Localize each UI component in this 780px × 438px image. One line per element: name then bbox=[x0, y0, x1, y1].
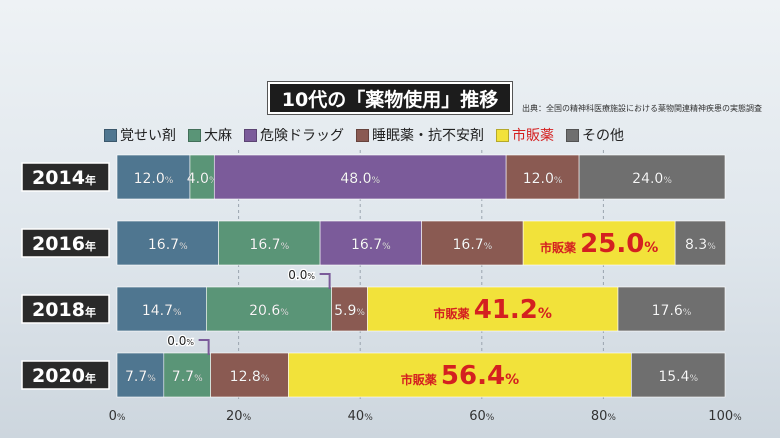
year-label-box bbox=[21, 228, 110, 258]
data-label: 16.7% bbox=[351, 237, 391, 253]
year-label: 2018年 bbox=[32, 299, 96, 321]
zero-callout-line bbox=[198, 339, 210, 355]
bar-segment bbox=[421, 220, 524, 266]
bar-segment bbox=[674, 220, 726, 266]
bar-segment bbox=[522, 220, 676, 266]
data-label: 24.0% bbox=[632, 171, 672, 187]
bar-segment bbox=[288, 352, 632, 398]
bar-segment bbox=[218, 220, 321, 266]
bar-segment bbox=[116, 352, 165, 398]
bar-segment bbox=[116, 286, 207, 332]
data-label: 7.7% bbox=[125, 369, 156, 385]
legend-swatch bbox=[188, 128, 201, 142]
data-label: 16.7% bbox=[453, 237, 493, 253]
x-tick-label: 80% bbox=[591, 409, 617, 424]
zero-callout-label: 0.0% bbox=[288, 268, 315, 282]
data-label: 7.7% bbox=[172, 369, 203, 385]
legend-swatch bbox=[566, 128, 579, 142]
year-label-box bbox=[21, 162, 110, 192]
data-label: 12.8% bbox=[230, 369, 270, 385]
bar-segment bbox=[116, 220, 219, 266]
legend-label: 睡眠薬・抗不安剤 bbox=[372, 128, 484, 144]
legend-item: 睡眠薬・抗不安剤 bbox=[356, 125, 484, 145]
data-label: 16.7% bbox=[148, 237, 188, 253]
data-label: 4.0% bbox=[187, 171, 218, 187]
bar-segment bbox=[367, 286, 619, 332]
x-tick-label: 60% bbox=[469, 409, 495, 424]
x-tick-label: 40% bbox=[348, 409, 374, 424]
data-label: 12.0% bbox=[523, 171, 563, 187]
legend-swatch bbox=[104, 128, 117, 142]
legend-label: 覚せい剤 bbox=[120, 128, 176, 144]
bar-segment bbox=[210, 352, 289, 398]
source-note: 出典：全国の精神科医療施設における薬物関連精神疾患の実態調査 bbox=[522, 104, 762, 113]
legend-label: その他 bbox=[582, 128, 624, 144]
x-tick-label: 0% bbox=[109, 409, 126, 424]
data-label: 5.9% bbox=[334, 303, 365, 319]
legend-item: 危険ドラッグ bbox=[244, 125, 344, 145]
legend-item: その他 bbox=[566, 125, 624, 145]
chart-title: 10代の「薬物使用」推移 bbox=[268, 82, 512, 114]
legend: 覚せい剤 大麻 危険ドラッグ 睡眠薬・抗不安剤 市販薬 その他 bbox=[104, 125, 636, 145]
zero-callout-line bbox=[319, 273, 331, 289]
bar-segment bbox=[578, 154, 726, 200]
data-label: 市販薬 25.0% bbox=[540, 229, 658, 259]
legend-label: 危険ドラッグ bbox=[260, 128, 344, 144]
year-label: 2014年 bbox=[32, 167, 96, 189]
bar-segment bbox=[331, 286, 368, 332]
data-label: 16.7% bbox=[249, 237, 289, 253]
legend-item: 大麻 bbox=[188, 125, 232, 145]
data-label: 48.0% bbox=[340, 171, 380, 187]
year-label: 2020年 bbox=[32, 365, 96, 387]
bar-segment bbox=[163, 352, 211, 398]
bar-segment bbox=[213, 154, 507, 200]
data-label: 市販薬 56.4% bbox=[401, 361, 519, 391]
bar-segment bbox=[631, 352, 726, 398]
legend-swatch bbox=[244, 128, 257, 142]
bar-segment bbox=[617, 286, 726, 332]
bar-segment bbox=[505, 154, 580, 200]
legend-swatch bbox=[496, 128, 509, 142]
data-label: 15.4% bbox=[658, 369, 698, 385]
legend-label: 市販薬 bbox=[512, 128, 554, 144]
data-label: 17.6% bbox=[652, 303, 692, 319]
year-label-box bbox=[21, 294, 110, 324]
data-label: 12.0% bbox=[134, 171, 174, 187]
bar-segment bbox=[116, 154, 191, 200]
x-tick-label: 100% bbox=[708, 409, 742, 424]
bar-segment bbox=[319, 220, 422, 266]
year-label: 2016年 bbox=[32, 233, 96, 255]
legend-item: 覚せい剤 bbox=[104, 125, 176, 145]
year-label-box bbox=[21, 360, 110, 390]
data-label: 14.7% bbox=[142, 303, 182, 319]
data-label: 20.6% bbox=[249, 303, 289, 319]
zero-callout-label: 0.0% bbox=[167, 334, 194, 348]
legend-item: 市販薬 bbox=[496, 125, 554, 145]
bar-segment bbox=[189, 154, 215, 200]
legend-label: 大麻 bbox=[204, 128, 232, 144]
data-label: 市販薬 41.2% bbox=[434, 295, 552, 325]
x-tick-label: 20% bbox=[226, 409, 252, 424]
legend-swatch bbox=[356, 128, 369, 142]
data-label: 8.3% bbox=[685, 237, 716, 253]
